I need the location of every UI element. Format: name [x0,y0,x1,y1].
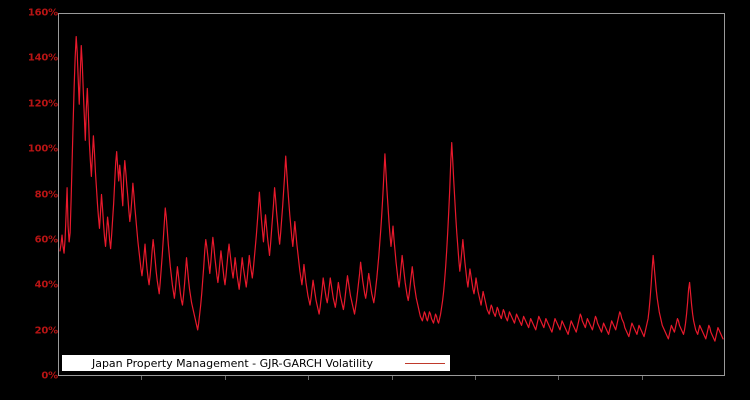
x-axis-tick [308,376,309,380]
x-axis-tick [475,376,476,380]
y-axis-tick-80: 80% [34,189,59,200]
legend-line-sample [405,358,445,369]
plot-area [58,13,725,376]
x-axis-tick [141,376,142,380]
series-line-gjr-garch-volatility [59,14,724,375]
x-axis-ticks [58,376,725,381]
y-axis-tick-160: 160% [27,7,58,19]
y-axis-tick-40: 40% [34,279,59,291]
y-axis-tick-140: 140% [27,52,58,64]
x-axis-tick [642,376,643,380]
y-axis-tick-0: 0% [41,370,58,382]
y-axis-tick-60: 60% [34,234,59,246]
y-axis-tick-100: 100% [27,143,58,155]
legend: Japan Property Management - GJR-GARCH Vo… [62,355,450,371]
x-axis-tick [392,376,393,380]
x-axis-tick [225,376,226,380]
legend-label: Japan Property Management - GJR-GARCH Vo… [91,356,374,370]
y-axis-tick-20: 20% [34,325,59,337]
y-axis-tick-120: 120% [27,98,58,110]
y-axis-tick-labels: 0% 20% 40% 60% 80% 100% 120% 140% 160% [0,0,58,400]
x-axis-tick [558,376,559,380]
